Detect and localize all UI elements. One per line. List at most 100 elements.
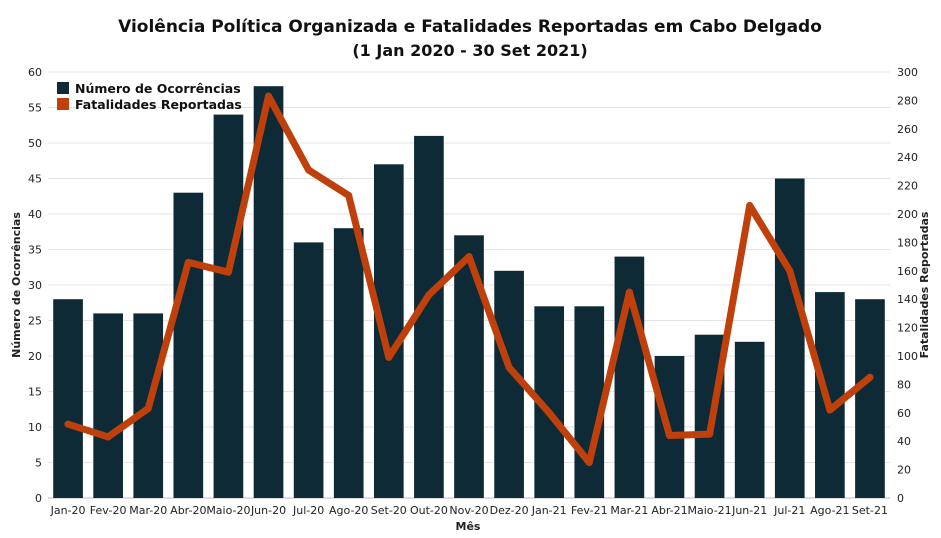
bar — [494, 270, 524, 498]
line-point — [184, 258, 192, 266]
y-axis-left: 0 5 10 15 20 25 30 35 40 45 50 55 60 — [28, 66, 42, 505]
x-tick-label: Set-20 — [371, 504, 407, 517]
bar-series — [53, 86, 885, 499]
y-tick-label-right: 200 — [897, 208, 918, 221]
chart-subtitle: (1 Jan 2020 - 30 Set 2021) — [352, 41, 587, 60]
y-axis-label-left: Número de Ocorrências — [10, 212, 23, 358]
line-point — [625, 288, 633, 296]
y-tick-label-left: 0 — [35, 492, 42, 505]
y-tick-label-right: 0 — [897, 492, 904, 505]
y-axis-right: 0 20 40 60 80 100 120 140 160 180 200 220 240 260 280 3… — [897, 66, 918, 505]
x-tick-label: Ago-20 — [329, 504, 368, 517]
line-point — [425, 291, 433, 299]
legend-swatch-line — [57, 98, 69, 110]
y-tick-label-left: 15 — [28, 386, 42, 399]
bar — [454, 235, 484, 499]
line-point — [746, 201, 754, 209]
bar — [373, 164, 404, 499]
bar — [213, 114, 244, 498]
line-point — [385, 353, 393, 361]
y-tick-label-right: 260 — [897, 123, 918, 136]
bar — [734, 341, 765, 498]
line-point — [545, 409, 553, 417]
bar — [93, 313, 123, 498]
x-tick-label: Abr-21 — [651, 504, 687, 517]
y-tick-label-left: 25 — [28, 315, 42, 328]
line-point — [585, 459, 593, 466]
y-tick-label-right: 100 — [897, 350, 918, 363]
x-tick-label: Set-21 — [852, 504, 888, 517]
x-axis: Jan-20 Fev-20 Mar-20 Abr-20 Maio-20 Jun-20 Jul… — [50, 504, 888, 517]
line-point — [104, 433, 112, 441]
x-tick-label: Jan-21 — [531, 504, 567, 517]
y-tick-label-left: 30 — [28, 279, 42, 292]
x-tick-label: Jul-21 — [773, 504, 805, 517]
line-series — [64, 92, 874, 466]
legend: Número de Ocorrências Fatalidades Report… — [57, 81, 242, 112]
y-tick-label-left: 45 — [28, 173, 42, 186]
line-point — [345, 192, 353, 200]
line-point — [786, 267, 794, 275]
line-point — [305, 166, 313, 174]
bar — [333, 228, 364, 498]
y-tick-label-right: 180 — [897, 236, 918, 249]
line-point — [505, 363, 513, 371]
legend-swatch-bars — [57, 82, 69, 94]
x-tick-label: Jan-20 — [50, 504, 86, 517]
legend-label-line: Fatalidades Reportadas — [75, 97, 242, 112]
x-tick-label: Jul-20 — [292, 504, 324, 517]
y-tick-label-left: 10 — [28, 421, 42, 434]
bar — [53, 299, 83, 498]
line-point — [265, 92, 273, 100]
y-tick-label-right: 140 — [897, 293, 918, 306]
y-tick-label-right: 60 — [897, 407, 911, 420]
y-tick-label-right: 40 — [897, 435, 911, 448]
y-tick-label-right: 220 — [897, 180, 918, 193]
y-tick-label-right: 160 — [897, 265, 918, 278]
legend-label-bars: Número de Ocorrências — [75, 81, 241, 96]
x-tick-label: Fev-21 — [571, 504, 608, 517]
y-tick-label-right: 280 — [897, 94, 918, 107]
bar — [414, 135, 444, 498]
y-tick-label-left: 60 — [28, 66, 42, 79]
y-tick-label-left: 20 — [28, 350, 42, 363]
bar — [173, 192, 204, 498]
line-point — [826, 406, 834, 414]
bar — [774, 178, 805, 498]
bar — [293, 242, 324, 498]
bar — [815, 292, 845, 498]
line-point — [665, 432, 673, 440]
line-point — [706, 430, 714, 438]
x-tick-label: Ago-21 — [810, 504, 849, 517]
x-tick-label: Maio-20 — [206, 504, 250, 517]
line-point — [64, 420, 72, 428]
y-tick-label-right: 80 — [897, 378, 911, 391]
x-tick-label: Out-20 — [410, 504, 448, 517]
bar — [574, 306, 605, 498]
x-tick-label: Nov-20 — [449, 504, 488, 517]
y-axis-label-right: Fatalidades Reportadas — [918, 211, 931, 358]
x-tick-label: Abr-20 — [170, 504, 206, 517]
x-tick-label: Jun-20 — [250, 504, 286, 517]
x-tick-label: Fev-20 — [90, 504, 127, 517]
line-point — [465, 253, 473, 261]
y-tick-label-right: 240 — [897, 151, 918, 164]
x-tick-label: Mar-21 — [610, 504, 648, 517]
x-tick-label: Mar-20 — [129, 504, 167, 517]
y-tick-label-left: 40 — [28, 208, 42, 221]
line-point — [144, 405, 152, 413]
bar — [855, 299, 885, 498]
y-tick-label-left: 5 — [35, 457, 42, 470]
x-tick-label: Maio-21 — [687, 504, 731, 517]
line-point — [866, 373, 874, 381]
x-tick-label: Jun-21 — [731, 504, 767, 517]
x-axis-label: Mês — [456, 520, 481, 533]
y-tick-label-right: 300 — [897, 66, 918, 79]
y-tick-label-right: 20 — [897, 464, 911, 477]
line-point — [224, 268, 232, 276]
x-tick-label: Dez-20 — [490, 504, 529, 517]
y-tick-label-left: 35 — [28, 244, 42, 257]
y-tick-label-right: 120 — [897, 322, 918, 335]
